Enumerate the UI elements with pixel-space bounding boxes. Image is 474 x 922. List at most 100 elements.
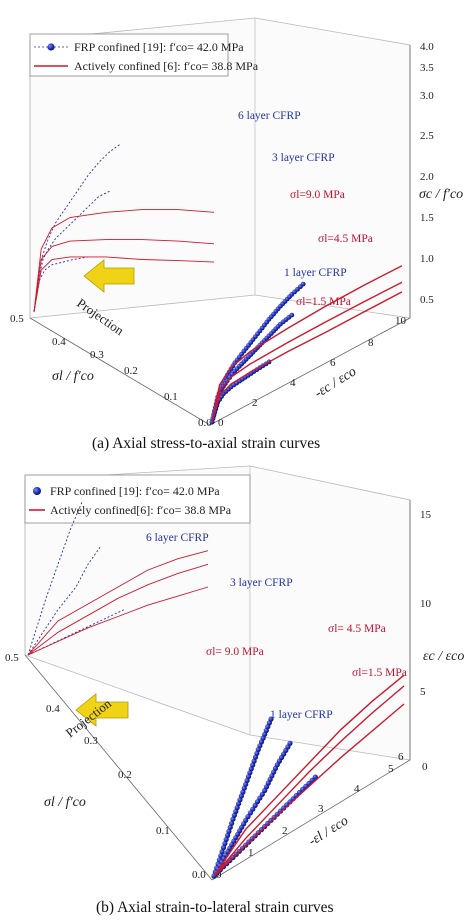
series-point [236,801,242,807]
panel-a-caption: (a) Axial stress-to-axial strain curves [92,435,320,452]
tick: 2.0 [420,171,434,183]
series-point [227,375,233,380]
series-point [233,808,239,815]
tick: 0.5 [5,652,19,664]
series-line-0 [211,283,304,423]
series-line-4 [213,685,405,877]
annot-a-15mpa: σl=1.5 MPa [296,296,351,308]
panel-b-legend: FRP confined [19]: f′co= 42.0 MPa Active… [24,474,251,524]
projection-line-1 [33,190,110,313]
tick: 0.2 [118,769,132,781]
series-point [268,716,274,722]
series-point [222,840,228,847]
panel-a-annotations: 6 layer CFRP 3 layer CFRP 1 layer CFRP σ… [238,110,373,308]
series-point [220,845,227,851]
tick: 0.5 [420,294,434,306]
legend-b-active-label: Actively confined[6]: f′co= 38.8 MPa [50,503,232,517]
tick: 2.5 [420,130,434,142]
tick: 0.3 [90,349,104,361]
tick: 0.1 [156,825,170,837]
tick: 6 [398,751,404,763]
tick: 4.0 [420,41,434,53]
tick: 0 [218,417,224,429]
annot-a-45mpa: σl=4.5 MPa [318,233,373,245]
legend-b-frp-marker [33,487,41,495]
panel-a-z-label: σc / f′co [419,187,463,202]
series-point [227,824,233,830]
tick: 4 [290,377,296,389]
series-point [287,740,293,746]
panel-b-curves [27,501,405,879]
panel-b-annotations: 6 layer CFRP 3 layer CFRP 1 layer CFRP σ… [146,532,407,721]
tick: 2 [252,397,258,409]
series-line-5 [213,703,405,877]
series-point [252,802,258,809]
series-point [245,774,252,780]
series-point [300,281,306,287]
annot-b-45mpa: σl= 4.5 MPa [328,623,386,635]
series-point [254,799,261,805]
series-point [259,791,265,797]
annot-a-1layer: 1 layer CFRP [284,267,347,279]
tick: 0 [216,869,222,881]
panel-b-caption: (b) Axial strain-to-lateral strain curve… [96,899,334,916]
series-point [252,754,259,760]
projection-line-5 [33,256,215,313]
tick: 15 [420,509,432,521]
projection-line-1 [27,547,101,656]
series-line-4 [211,281,403,423]
series-point [225,832,231,839]
tick: 10 [395,315,407,327]
tick: 0.3 [84,735,98,747]
panel-a-x-ticks: 0 2 4 6 8 10 -εc / εco [218,315,407,429]
series-point [312,774,318,780]
tick: 1.0 [420,253,434,265]
series-point [251,758,257,764]
series-point [219,849,225,855]
projection-line-3 [33,209,215,313]
annot-b-3layer: 3 layer CFRP [230,577,293,589]
projection-line-5 [27,586,209,656]
series-point [226,828,232,835]
tick: 6 [330,357,336,369]
projection-arrow [83,259,135,293]
annot-a-3layer: 3 layer CFRP [272,152,335,164]
tick: 1 [248,847,254,859]
series-point [257,795,263,801]
series-point [241,785,247,791]
panel-b-y-label: σl / f′co [44,795,86,810]
series-point [289,312,295,318]
series-line-3 [213,674,405,877]
panel-a-y-label: σl / f′co [52,369,94,384]
panel-a: FRP confined [19]: f′co= 42.0 MPa Active… [10,17,463,452]
tick: 8 [368,337,374,349]
series-point [277,808,284,814]
annot-a-6layer: 6 layer CFRP [238,110,301,122]
series-point [223,836,229,843]
series-point [245,814,251,820]
legend-a-active-label: Actively confined [6]: f′co= 38.8 MPa [74,59,259,73]
projection-arrow [75,693,129,727]
panel-a-legend: FRP confined [19]: f′co= 42.0 MPa Active… [29,33,259,77]
tick: 5 [420,686,426,698]
series-point [247,810,253,816]
tick: 3.0 [420,90,434,102]
series-line-3 [211,265,403,423]
tick: 5 [388,763,394,775]
tick: 0.2 [124,365,138,377]
panel-b-y-ticks: 0.5 0.4 0.3 0.2 0.1 0.0 σl / f′co [5,652,206,881]
panel-b-projection: Projection [63,693,129,740]
panel-b-z-label: εc / εco [423,649,464,664]
legend-a-frp-label: FRP confined [19]: f′co= 42.0 MPa [74,40,244,54]
tick: 1.5 [420,212,434,224]
panel-b-z-ticks: 0 5 10 15 εc / εco [420,509,464,773]
projection-line-0 [27,501,83,656]
tick: 0.0 [192,869,206,881]
tick: 0.0 [198,417,212,429]
annot-b-15mpa: σl=1.5 MPa [352,667,407,679]
series-point [238,793,244,799]
tick: 0.5 [10,313,24,325]
series-line-5 [211,291,403,423]
series-point [229,820,235,826]
